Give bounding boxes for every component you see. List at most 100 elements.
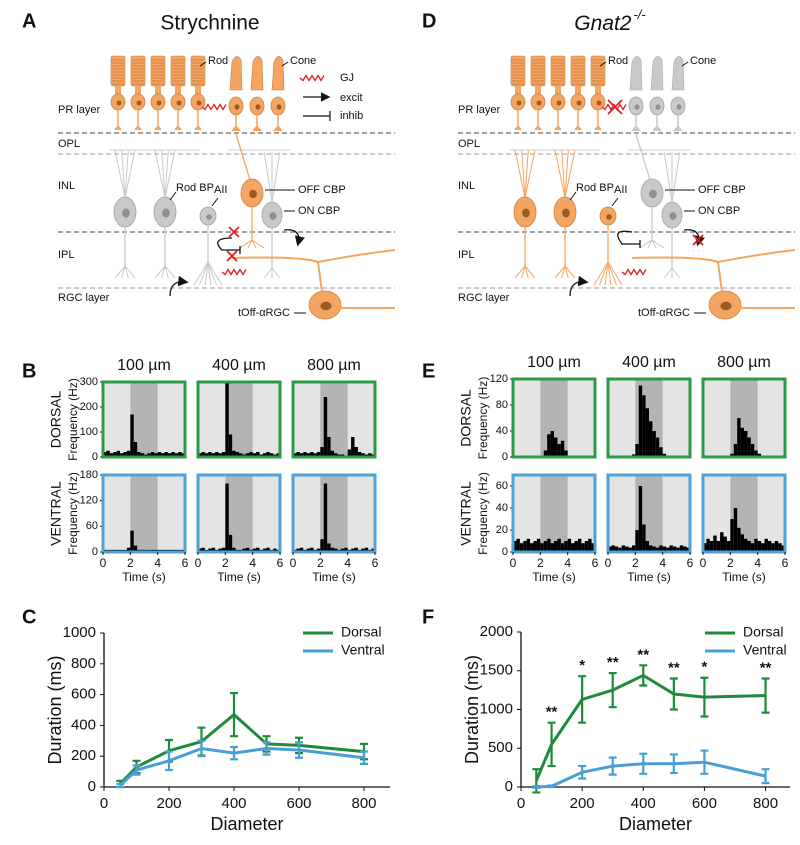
dendrite: [607, 261, 612, 286]
histogram-bar: [740, 534, 744, 552]
error-bar: [761, 768, 770, 785]
rod-inner-segment: [515, 86, 521, 94]
x-tick-label: 4: [154, 556, 161, 570]
histogram-bar: [211, 547, 216, 552]
histogram-bar: [232, 450, 236, 457]
histogram-bar: [737, 527, 741, 552]
histogram-bar: [635, 444, 639, 457]
histogram-bar: [621, 545, 626, 552]
dendrite: [154, 265, 166, 279]
plot-frame: [291, 473, 377, 554]
gap-junction: [201, 103, 227, 111]
y-axis-label: Frequency (Hz): [476, 472, 490, 555]
panel-letter: A: [22, 10, 36, 32]
histogram-bar: [564, 541, 568, 552]
histogram-bar: [211, 453, 216, 457]
cell-label: Rod: [608, 55, 628, 67]
nucleus: [255, 104, 261, 110]
histogram-bar: [171, 452, 175, 457]
rod-terminal: [194, 125, 202, 130]
x-tick-label: 0: [100, 556, 107, 570]
off-cbp-dendrite: [635, 133, 651, 181]
histogram-bar: [584, 541, 589, 552]
histogram-bar: [306, 453, 311, 457]
dendrite: [554, 149, 566, 199]
rod-inner-segment: [575, 86, 581, 94]
histogram-bar: [334, 453, 338, 457]
x-axis-label: Time (s): [217, 570, 261, 584]
leader-line: [211, 197, 219, 207]
dendrite: [524, 149, 529, 199]
histogram-bar: [296, 452, 300, 457]
panel-letter: F: [422, 606, 434, 628]
histogram-bar: [730, 519, 734, 552]
x-tick-label: 6: [592, 556, 599, 570]
histogram-bar: [347, 449, 352, 457]
histogram-bar: [662, 453, 667, 457]
x-tick-label: 600: [286, 795, 311, 812]
error-bar: [360, 750, 368, 765]
error-bar: [608, 756, 617, 776]
rod-outer-segment: [130, 55, 146, 87]
histogram-bar: [116, 450, 121, 457]
x-tick-label: 4: [659, 556, 666, 570]
nucleus: [634, 104, 640, 110]
dendrite: [599, 261, 609, 286]
stimulus-window: [540, 475, 568, 552]
y-tick-label: 500: [488, 739, 513, 756]
histogram-bar: [652, 431, 656, 457]
histogram-bar: [296, 548, 300, 552]
histogram-bar: [577, 538, 582, 552]
cone-terminal: [273, 125, 283, 131]
histogram-bar: [774, 541, 779, 552]
layer-label: PR layer: [458, 104, 501, 116]
dendrite: [514, 149, 526, 199]
excitation-arrow: [569, 275, 589, 297]
legend-inhib: [303, 111, 331, 121]
layer-label: OPL: [58, 138, 80, 150]
histogram-bar: [723, 536, 727, 552]
dendrite: [604, 261, 609, 286]
histogram-bar: [256, 547, 260, 552]
x-tick-label: 400: [631, 795, 656, 812]
histogram-bar: [299, 547, 304, 552]
y-tick-label: 1000: [480, 700, 513, 717]
error-bar: [230, 745, 238, 761]
nucleus: [162, 208, 170, 218]
histogram-bar: [557, 538, 561, 552]
title-main: Gnat2: [574, 12, 632, 35]
plot-frame: [196, 380, 282, 459]
x-tick-label: 0: [700, 556, 707, 570]
cell-label: Cone: [690, 55, 716, 67]
histogram-bar: [316, 452, 321, 457]
histogram-bar: [154, 453, 158, 457]
cone-outer-segment: [650, 56, 664, 91]
layer-label: INL: [458, 180, 475, 192]
dendrite: [121, 149, 126, 199]
histogram-bar: [276, 453, 280, 457]
y-tick-label: 800: [71, 655, 96, 672]
histogram-bar: [635, 530, 639, 552]
x-tick-label: 6: [277, 556, 284, 570]
error-bar: [116, 782, 125, 789]
row-label: DORSAL: [48, 391, 64, 449]
off-cbp-dendrite: [235, 133, 251, 181]
dendrite: [564, 265, 576, 279]
error-bar: [700, 676, 709, 718]
histogram-bar: [364, 547, 369, 552]
y-tick-label: 300: [80, 376, 98, 388]
histogram-bar: [164, 452, 168, 457]
histogram-bar: [130, 530, 134, 552]
y-tick-label: 2000: [480, 623, 513, 640]
histogram-bar: [215, 452, 219, 457]
error-bar: [262, 741, 271, 756]
dendrite: [239, 239, 253, 249]
nucleus: [596, 100, 602, 106]
histogram-bar: [747, 541, 751, 552]
histogram-bar: [303, 452, 307, 457]
histogram-bar: [747, 437, 751, 457]
legend-label: excit: [340, 92, 363, 104]
histogram-bar: [228, 434, 233, 457]
rod-inner-segment: [115, 86, 121, 94]
histogram-bar: [733, 444, 738, 457]
